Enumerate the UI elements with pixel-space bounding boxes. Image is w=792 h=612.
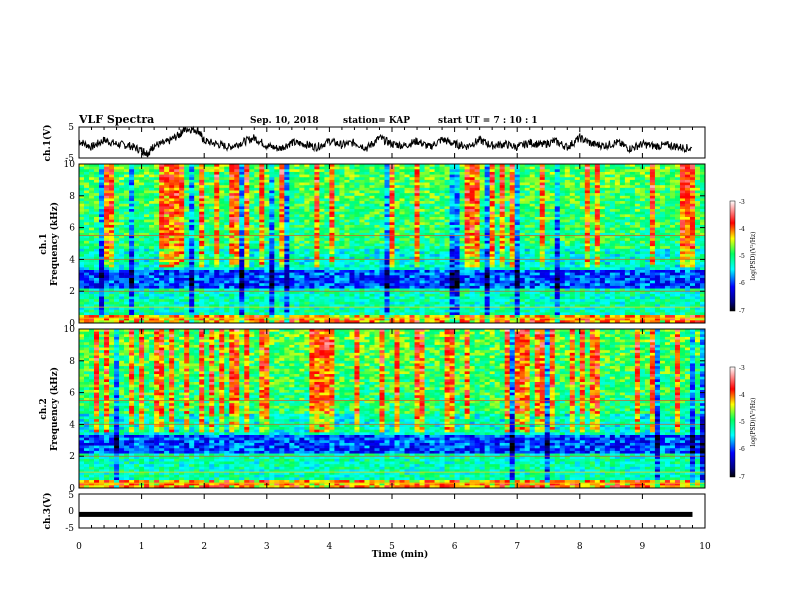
ch1-cbtick-2: -5 (739, 253, 745, 260)
xtick-4: 4 (327, 542, 333, 552)
xtick-5: 5 (389, 542, 395, 552)
ch1-spectrogram-panel: 0 2 4 6 8 10 ch.1 Frequency (kHz) (39, 160, 706, 329)
start-time-label: start UT = 7 : 10 : 1 (438, 116, 538, 126)
ch1-spectrogram-image (79, 164, 706, 324)
ch3-waveform-frame (78, 493, 706, 529)
spec1-ytick-1: 2 (69, 287, 75, 297)
ch2-spectrogram-panel: 0 2 4 6 8 10 ch.2 Frequency (kHz) (39, 325, 706, 494)
ch1-cbtick-4: -7 (739, 308, 745, 315)
xtick-3: 3 (264, 542, 270, 552)
ch1-ytick-top: 5 (68, 123, 74, 133)
xtick-0: 0 (76, 542, 82, 552)
ch2-cbtick-2: -5 (739, 419, 745, 426)
time-axis-label: Time (min) (372, 549, 429, 560)
xtick-6: 6 (452, 542, 458, 552)
ch1-colorbar-label: log(PSD)(V²/Hz) (750, 232, 757, 281)
ch2-spectrogram-image (79, 329, 706, 489)
ch3-waveform-panel: 5 0 -5 ch.3(V) (42, 491, 706, 534)
time-axis: 0 1 2 3 4 5 6 7 8 9 10 (76, 127, 711, 552)
spec2-ytick-4: 8 (69, 357, 75, 367)
spec2-ytick-5: 10 (64, 325, 76, 335)
ch2-cbtick-1: -4 (739, 392, 745, 399)
ch1-ytick-bottom: -5 (65, 154, 74, 164)
ch1-waveform-panel: 5 -5 ch.1(V) (42, 123, 706, 164)
ch1-ylabel: ch.1(V) (42, 125, 53, 162)
spec2-ytick-2: 4 (69, 420, 75, 430)
xtick-10: 10 (699, 542, 711, 552)
ch2-colorbar-label: log(PSD)(V²/Hz) (750, 398, 757, 447)
xtick-2: 2 (201, 542, 207, 552)
spec1-ytick-4: 8 (69, 192, 75, 202)
spec1-ytick-2: 4 (69, 255, 75, 265)
figure-title: VLF Spectra (78, 113, 154, 126)
ch2-cbtick-4: -7 (739, 474, 745, 481)
ch3-ytick-bottom: -5 (65, 524, 74, 534)
xtick-7: 7 (514, 542, 520, 552)
ch3-waveform-line (79, 511, 693, 517)
xtick-9: 9 (640, 542, 646, 552)
spec2-ytick-1: 2 (69, 452, 75, 462)
ch1-colorbar-gradient (729, 200, 736, 312)
ch2-colorbar-gradient (729, 366, 736, 478)
xtick-8: 8 (577, 542, 583, 552)
ch2-colorbar: -3 -4 -5 -6 -7 log(PSD)(V²/Hz) (729, 365, 757, 481)
spec1-ytick-3: 6 (69, 224, 75, 234)
ch1-cbtick-3: -6 (739, 280, 745, 287)
ch2-ylabel-frequency: Frequency (kHz) (49, 367, 60, 451)
spec2-ytick-3: 6 (69, 389, 75, 399)
ch1-cbtick-1: -4 (739, 226, 745, 233)
ch1-colorbar: -3 -4 -5 -6 -7 log(PSD)(V²/Hz) (729, 199, 757, 315)
spec1-ytick-5: 10 (64, 160, 76, 170)
ch2-ylabel-channel: ch.2 (39, 398, 49, 419)
date-label: Sep. 10, 2018 (250, 116, 319, 126)
xtick-1: 1 (139, 542, 145, 552)
station-label: station= KAP (343, 116, 410, 126)
ch3-ytick-mid: 0 (68, 507, 74, 517)
ch1-ylabel-frequency: Frequency (kHz) (49, 202, 60, 286)
ch3-ylabel: ch.3(V) (42, 493, 53, 530)
ch1-ylabel-channel: ch.1 (39, 233, 49, 254)
ch2-cbtick-0: -3 (739, 365, 745, 372)
ch2-cbtick-3: -6 (739, 446, 745, 453)
spec1-ytick-0: 0 (69, 319, 75, 329)
ch1-cbtick-0: -3 (739, 199, 745, 206)
spec2-ytick-0: 0 (69, 484, 75, 494)
ch3-ytick-top: 5 (68, 491, 74, 501)
ch1-waveform-line (78, 125, 693, 158)
